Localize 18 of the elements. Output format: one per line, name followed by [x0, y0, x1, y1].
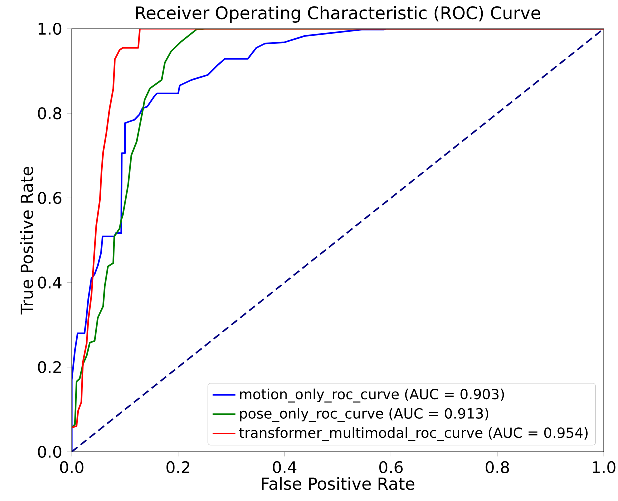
- x-tick-label: 1.0: [593, 461, 616, 474]
- x-tick-label: 0.0: [60, 461, 84, 474]
- y-tick-label: 0.8: [38, 108, 62, 120]
- x-tick-label: 0.2: [166, 461, 190, 474]
- y-tick-label: 1.0: [38, 22, 62, 36]
- y-axis-title: True Positive Rate: [20, 167, 34, 315]
- y-tick-label: 0.6: [38, 192, 62, 204]
- chart-title: Receiver Operating Characteristic (ROC) Curve: [136, 6, 540, 23]
- x-tick-label: 0.4: [273, 461, 297, 474]
- y-tick-label: 0.4: [38, 276, 62, 289]
- y-tick-label: 0.0: [38, 446, 62, 458]
- legend-label: motion_only_roc_curve (AUC = 0.903): [240, 388, 504, 403]
- legend-label: pose_only_roc_curve (AUC = 0.913): [240, 408, 489, 422]
- legend-label: transformer_multimodal_roc_curve (AUC = 0.954): [240, 427, 588, 442]
- x-tick-label: 0.6: [380, 461, 403, 474]
- y-tick-label: 0.2: [38, 361, 62, 374]
- x-tick-label: 0.8: [486, 461, 510, 474]
- x-axis-title: False Positive Rate: [262, 477, 415, 490]
